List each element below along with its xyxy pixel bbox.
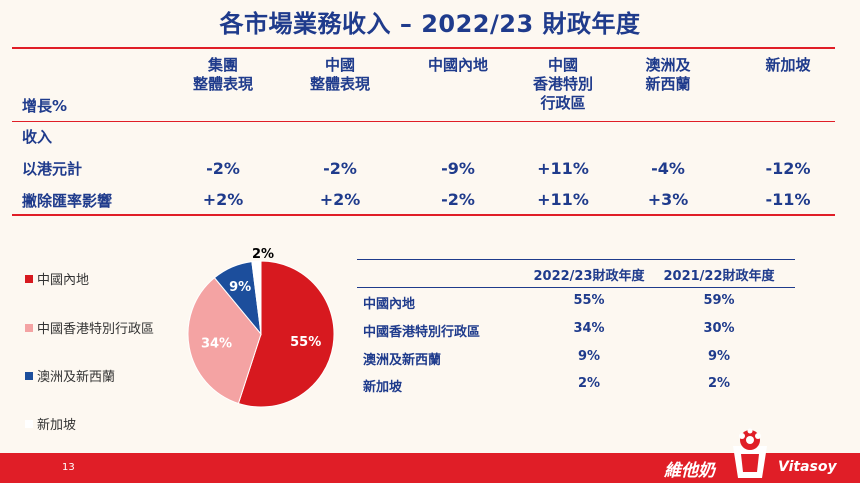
share-row-label: 中國香港特別行政區 [363,325,481,340]
share-header-fy22: 2021/22財政年度 [663,269,775,284]
header-line: 集團 [207,56,238,74]
page-title: 各市場業務收入 – 2022/23 財政年度 [219,10,641,38]
legend-swatch [25,274,33,283]
growth-cell: -11% [765,190,811,209]
header-line: 整體表現 [192,75,253,93]
share-cell: 9% [577,349,601,364]
growth-corner-label: 增長% [22,97,68,115]
header-line: 中國 [547,56,578,74]
growth-header-rule [12,121,835,122]
share-cell: 2% [707,376,731,391]
share-cell: 55% [573,293,605,308]
vitasoy-flower-cup-icon [733,428,767,478]
header-line: 澳洲及 [645,56,691,74]
growth-cell: -2% [323,159,357,178]
pie-svg: 55% 34% 9% 2% [187,247,335,408]
legend-label: 中國香港特別行政區 [37,322,155,337]
pie-slice-label: 55% [290,335,321,350]
share-cell: 34% [573,321,605,336]
row-label-ex-fx: 撇除匯率影響 [22,192,113,210]
pie-slice [251,260,262,335]
header-line: 行政區 [540,94,586,112]
share-header-fy23: 2022/23財政年度 [533,269,645,284]
page-number: 13 [62,462,75,473]
share-row-label: 澳洲及新西蘭 [363,353,442,368]
growth-column-header: 集團 整體表現 [168,56,278,94]
growth-column-header: 中國 整體表現 [285,56,395,94]
growth-cell: +2% [319,190,361,209]
header-line: 中國 [324,56,355,74]
growth-cell: +11% [537,159,589,178]
growth-cell: -4% [651,159,685,178]
share-cell: 9% [707,349,731,364]
legend-swatch [25,371,33,380]
growth-bottom-rule [12,214,835,216]
legend-label: 新加坡 [37,418,77,433]
revenue-section-label: 收入 [22,128,53,146]
brand-name-en: Vitasoy [778,459,837,475]
growth-column-header: 澳洲及 新西蘭 [613,56,723,94]
header-line: 中國內地 [427,56,488,74]
legend-item-mainland: 中國內地 [25,269,89,288]
legend-item-hk: 中國香港特別行政區 [25,318,154,337]
growth-column-header: 新加坡 [733,56,843,75]
pie-slice [237,260,335,408]
pie-slice-label: 34% [201,336,232,351]
growth-cell: -9% [441,159,475,178]
legend-label: 中國內地 [37,273,90,288]
share-cell: 59% [703,293,735,308]
legend-swatch [25,323,33,332]
legend-label: 澳洲及新西蘭 [37,370,116,385]
header-line: 新加坡 [765,56,811,74]
pie-slice [187,277,262,405]
share-row-label: 中國內地 [363,297,416,312]
pie-slice-label: 2% [252,247,274,262]
brand-name-cn: 維他奶 [664,461,715,481]
share-row-label: 新加坡 [363,380,403,395]
growth-cell: +3% [647,190,689,209]
header-rule [12,47,835,49]
share-table-top-rule [357,259,795,260]
share-table-header-rule [357,287,795,288]
growth-cell: +2% [202,190,244,209]
share-cell: 30% [703,321,735,336]
revenue-share-pie-chart: 55% 34% 9% 2% [186,241,336,417]
header-line: 新西蘭 [645,75,691,93]
header-line: 香港特別 [532,75,593,93]
growth-cell: -2% [441,190,475,209]
footer-bar [0,453,860,483]
growth-cell: -12% [765,159,811,178]
growth-cell: +11% [537,190,589,209]
legend-item-sg: 新加坡 [25,414,76,433]
share-cell: 2% [577,376,601,391]
header-line: 整體表現 [309,75,370,93]
legend-item-anz: 澳洲及新西蘭 [25,366,115,385]
growth-cell: -2% [206,159,240,178]
growth-column-header: 中國 香港特別 行政區 [508,56,618,113]
pie-slice-label: 9% [229,280,251,295]
legend-swatch [25,419,33,428]
row-label-hkd: 以港元計 [22,160,83,178]
growth-column-header: 中國內地 [403,56,513,75]
